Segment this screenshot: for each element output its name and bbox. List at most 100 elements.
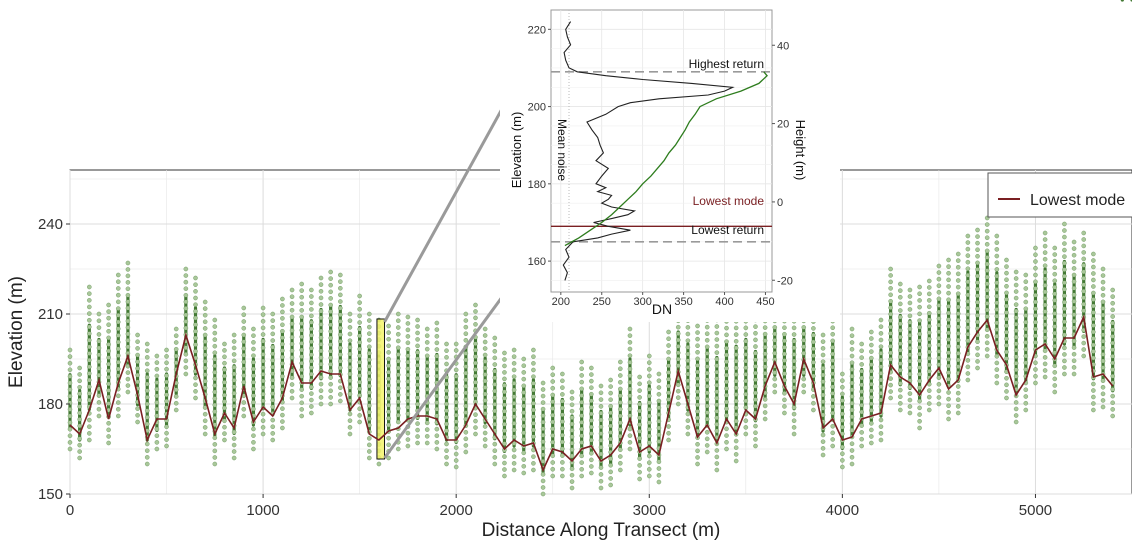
data-point [782,325,787,331]
data-point [975,247,980,253]
data-point [936,335,942,341]
data-point [366,436,372,441]
data-point [907,352,913,358]
data-point [309,397,314,403]
data-point [270,371,276,377]
data-point [1091,394,1096,400]
data-point [251,359,256,365]
data-point [724,345,729,351]
data-point [743,398,749,404]
data-point [917,291,922,297]
data-point [1062,319,1067,325]
data-point [260,318,266,324]
data-point [579,393,585,398]
main-x-ticks: 0 1000 2000 3000 4000 5000 [66,494,1052,519]
data-point [1081,308,1087,314]
data-point [936,303,942,308]
data-point [357,373,362,378]
data-point [299,354,305,359]
data-point [173,394,179,399]
data-point [96,352,102,358]
data-point [695,369,700,375]
data-point [820,379,826,385]
data-point [791,385,797,390]
data-point [202,365,208,371]
data-point [955,298,961,303]
data-point [444,381,449,387]
data-point [106,388,111,393]
data-point [627,326,633,332]
y-tick-label: 240 [38,216,63,233]
inset-x-axis-label: DN [652,301,672,317]
data-point [965,279,971,285]
data-point [675,344,681,349]
lowest-mode-series [69,314,1114,473]
data-point [173,346,179,352]
point-column [579,359,585,479]
data-point [366,403,372,408]
data-point [627,366,633,372]
point-column [840,371,845,470]
data-point [946,290,951,296]
data-point [1081,275,1087,281]
data-point [328,289,334,295]
data-point [492,388,498,394]
data-point [357,359,362,365]
data-point [395,352,401,357]
data-point [569,421,575,427]
data-point [714,467,720,473]
data-point [212,402,218,408]
point-column [724,305,729,452]
data-point [849,360,855,366]
data-point [67,440,73,445]
legend-box [987,172,1132,218]
data-point [762,344,768,350]
data-point [994,380,1000,386]
data-point [154,360,160,365]
data-point [955,390,961,396]
data-point [550,392,556,398]
data-point [1091,251,1096,257]
data-point [704,337,710,343]
data-point [492,401,498,407]
data-point [357,353,362,359]
data-point [463,397,469,402]
data-point [820,332,826,338]
data-point [511,467,517,473]
data-point [405,334,411,339]
data-point [328,302,334,308]
data-point [231,455,237,461]
data-point [888,376,893,381]
data-point [164,392,169,398]
data-point [724,379,729,385]
data-point [724,426,729,432]
data-point [965,358,971,363]
data-point [144,421,150,427]
data-point [125,260,131,266]
data-point [183,365,189,370]
data-point [67,420,73,425]
data-point [366,442,372,448]
data-point [627,399,633,405]
data-point [588,464,594,469]
data-point [212,370,218,375]
data-point [67,387,73,392]
data-point [704,416,710,422]
data-point [849,461,855,467]
data-point [386,435,391,441]
data-point [289,334,295,340]
data-point [67,367,73,373]
data-point [588,418,594,423]
data-point [280,419,285,424]
data-point [1091,323,1096,328]
data-point [666,370,671,375]
data-point [926,394,932,400]
data-point [1004,343,1009,348]
data-point [521,463,527,469]
data-point [473,425,478,430]
data-point [540,413,546,418]
data-point [1100,338,1106,344]
data-point [637,476,642,482]
data-point [907,371,913,377]
data-point [347,351,353,357]
